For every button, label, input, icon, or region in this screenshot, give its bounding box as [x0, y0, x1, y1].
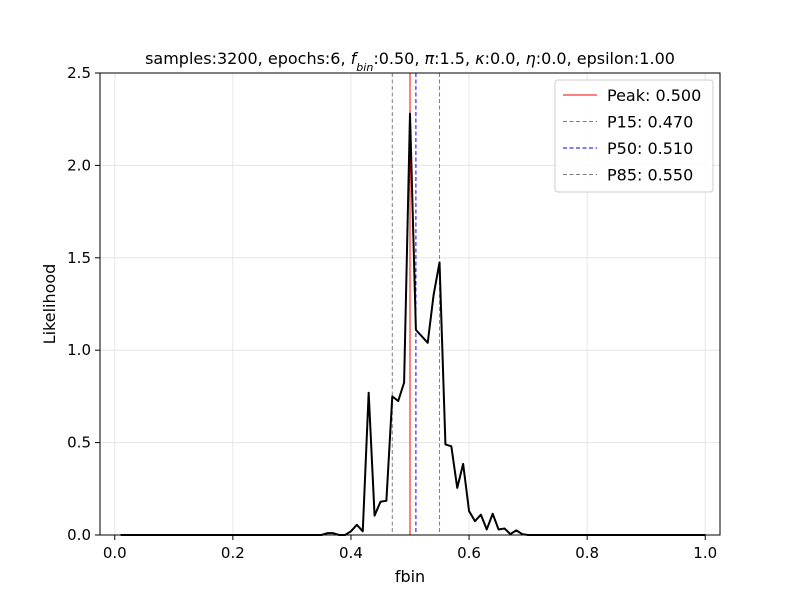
- title-part: samples:3200, epochs:6,: [145, 49, 351, 68]
- legend-label: Peak: 0.500: [607, 86, 701, 105]
- legend-label: P15: 0.470: [607, 113, 693, 132]
- x-axis-label: fbin: [395, 567, 425, 586]
- x-axis: 0.0 0.2 0.4 0.6 0.8 1.0: [103, 535, 717, 562]
- series-layer: [120, 112, 706, 536]
- x-tick-label: 1.0: [693, 544, 717, 562]
- y-tick-label: 1.0: [67, 341, 91, 359]
- title-part: :0.0, epsilon:1.00: [536, 49, 675, 68]
- x-tick-label: 0.2: [221, 544, 245, 562]
- x-tick-label: 0.6: [457, 544, 481, 562]
- title-part: η: [526, 49, 536, 68]
- x-tick-label: 0.8: [575, 544, 599, 562]
- legend: Peak: 0.500 P15: 0.470 P50: 0.510 P85: 0.55…: [554, 79, 714, 193]
- y-axis-label: Likelihood: [40, 264, 59, 345]
- title-part: bin: [356, 61, 373, 74]
- legend-box: [554, 79, 714, 193]
- y-tick-label: 2.0: [67, 156, 91, 174]
- title-part: :0.0,: [485, 49, 526, 68]
- legend-label: P50: 0.510: [607, 139, 693, 158]
- title-part: f: [351, 49, 359, 68]
- plot-frame: [99, 72, 721, 536]
- chart-title: samples:3200, epochs:6, fbin:0.50, π:1.5…: [145, 49, 675, 74]
- x-tick-label: 0.0: [103, 544, 127, 562]
- legend-label: P85: 0.550: [607, 166, 693, 185]
- y-tick-label: 1.5: [67, 249, 91, 267]
- series-line-0: [120, 112, 706, 536]
- y-tick-label: 0.0: [67, 526, 91, 544]
- title-part: π: [425, 49, 435, 68]
- title-part: :0.50,: [373, 49, 424, 68]
- title-part: :1.5,: [434, 49, 475, 68]
- y-axis: 0.0 0.5 1.0 1.5 2.0 2.5: [67, 64, 100, 544]
- x-tick-label: 0.4: [339, 544, 363, 562]
- y-tick-label: 2.5: [67, 64, 91, 82]
- title-part: κ: [475, 49, 485, 68]
- y-tick-label: 0.5: [67, 434, 91, 452]
